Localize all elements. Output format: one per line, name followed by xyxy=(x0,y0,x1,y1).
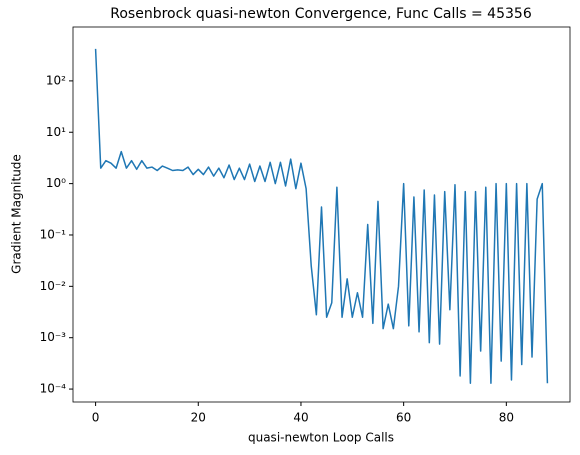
x-axis-label: quasi-newton Loop Calls xyxy=(248,431,394,445)
x-tick-label: 80 xyxy=(499,411,514,425)
y-tick-label: 10² xyxy=(46,73,66,87)
x-tick-label: 40 xyxy=(293,411,308,425)
x-tick-label: 20 xyxy=(191,411,206,425)
y-tick-label: 10⁻³ xyxy=(40,330,67,344)
y-tick-label: 10⁰ xyxy=(46,176,66,190)
y-tick-label: 10⁻¹ xyxy=(40,227,67,241)
y-tick-label: 10¹ xyxy=(46,125,66,139)
chart-title: Rosenbrock quasi-newton Convergence, Fun… xyxy=(110,6,532,22)
axes-frame xyxy=(72,26,571,403)
x-tick-label: 60 xyxy=(396,411,411,425)
x-tick-label: 0 xyxy=(92,411,100,425)
y-axis-label: Gradient Magnitude xyxy=(10,154,24,274)
y-tick-label: 10⁻² xyxy=(40,279,67,293)
y-tick-label: 10⁻⁴ xyxy=(40,382,67,396)
line-series xyxy=(94,48,549,384)
